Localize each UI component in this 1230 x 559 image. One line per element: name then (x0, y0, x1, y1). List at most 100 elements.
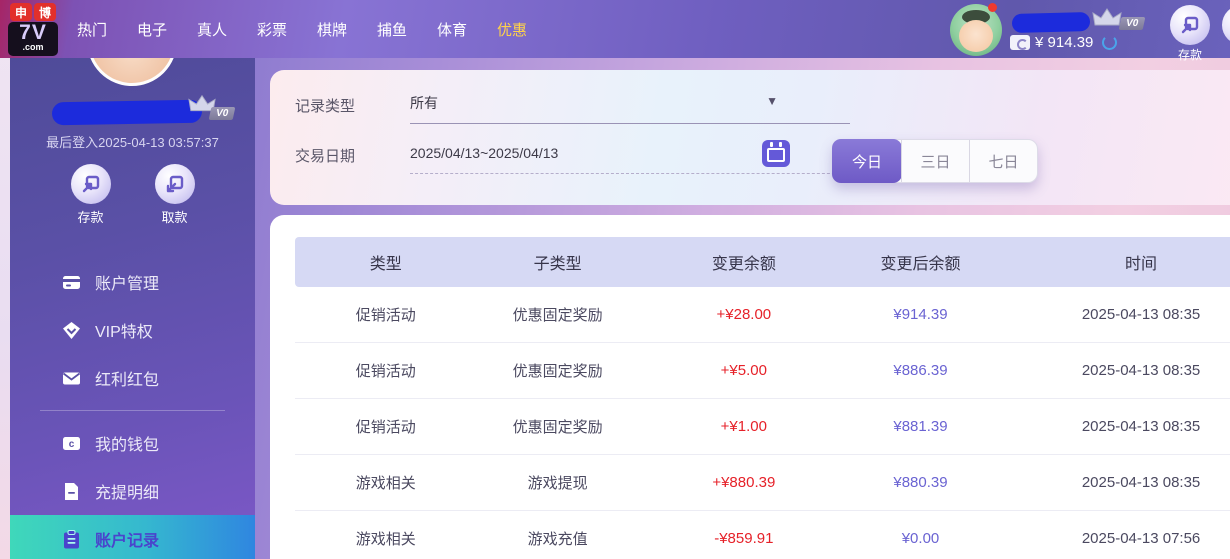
logo-badge-right: 博 (34, 3, 56, 21)
cell-time: 2025-04-13 08:35 (1081, 306, 1201, 323)
cell-time: 2025-04-13 08:35 (1081, 362, 1201, 379)
nav-item-promotions[interactable]: 优惠 (496, 21, 527, 39)
sidebar-item-label: 红利红包 (95, 372, 160, 389)
cell-time: 2025-04-13 07:56 (1081, 530, 1201, 547)
logo-main-text: 7V (19, 21, 47, 44)
deposit-icon (1170, 5, 1210, 45)
sidebar-item-label: 我的钱包 (95, 437, 160, 454)
range-button-today[interactable]: 今日 (832, 139, 902, 183)
cell-type: 游戏相关 (355, 531, 416, 548)
main-content: 记录类型 所有 ▼ 交易日期 2025/04/13~2025/04/13 今日 … (255, 58, 1230, 559)
deposit-button[interactable]: 存款 (1168, 5, 1212, 63)
deposit-button-label: 存款 (1177, 48, 1202, 62)
wallet-icon: c (63, 436, 80, 450)
sidebar: V0 最后登入2025-04-13 03:57:37 存款 取款 (10, 58, 255, 559)
notification-dot (988, 3, 997, 12)
date-range-row: 交易日期 2025/04/13~2025/04/13 (295, 140, 850, 174)
sidebar-item-bonus-redpacket[interactable]: 红利红包 (10, 354, 255, 402)
col-header-after-balance: 变更后余额 (880, 256, 961, 273)
top-navbar: 申 博 7V .com 热门 电子 真人 彩票 棋牌 捕鱼 体育 优惠 V0 (0, 0, 1230, 62)
sidebar-item-my-wallet[interactable]: c 我的钱包 (10, 419, 255, 467)
sidebar-menu: 账户管理 VIP特权 红利红包 c 我的钱包 (10, 258, 255, 559)
sidebar-item-account-management[interactable]: 账户管理 (10, 258, 255, 306)
cell-subtype: 优惠固定奖励 (512, 419, 603, 436)
withdraw-button-partial[interactable] (1222, 5, 1230, 45)
calendar-icon[interactable] (762, 140, 790, 167)
sidebar-user-row: V0 (10, 94, 255, 128)
filter-panel: 记录类型 所有 ▼ 交易日期 2025/04/13~2025/04/13 今日 … (270, 70, 1230, 205)
record-type-select[interactable]: 所有 ▼ (410, 92, 850, 124)
cell-subtype: 优惠固定奖励 (512, 307, 603, 324)
date-range-input[interactable]: 2025/04/13~2025/04/13 (410, 140, 850, 174)
table-row: 游戏相关 游戏提现 +¥880.39 ¥880.39 2025-04-13 08… (295, 455, 1230, 511)
sidebar-item-deposit-withdraw-details[interactable]: 充提明细 (10, 467, 255, 515)
sidebar-vip-level-tag: V0 (208, 107, 236, 120)
sidebar-withdraw-button[interactable]: 取款 (145, 164, 205, 226)
record-type-value: 所有 (410, 95, 438, 111)
cell-change-amount: +¥1.00 (720, 418, 767, 435)
balance-amount: ¥ 914.39 (1035, 34, 1094, 51)
nav-item-slots[interactable]: 电子 (136, 21, 167, 39)
sidebar-item-label: 账户记录 (95, 533, 160, 550)
nav-item-lottery[interactable]: 彩票 (256, 21, 287, 39)
col-header-subtype: 子类型 (533, 256, 582, 273)
cell-after-balance: ¥914.39 (893, 306, 948, 323)
wallet-icon (1010, 35, 1030, 50)
table-row: 促销活动 优惠固定奖励 +¥28.00 ¥914.39 2025-04-13 0… (295, 287, 1230, 343)
sidebar-item-label: VIP特权 (95, 324, 153, 341)
svg-text:c: c (69, 439, 75, 450)
sidebar-item-label: 充提明细 (95, 485, 160, 502)
sidebar-withdraw-label: 取款 (161, 210, 188, 225)
sidebar-deposit-button[interactable]: 存款 (61, 164, 121, 226)
nav-item-chess[interactable]: 棋牌 (316, 21, 347, 39)
date-range-label: 交易日期 (295, 148, 356, 165)
cell-change-amount: +¥5.00 (720, 362, 767, 379)
cell-change-amount: +¥28.00 (716, 306, 772, 323)
cell-time: 2025-04-13 08:35 (1081, 474, 1201, 491)
navbar-user-area: V0 ¥ 914.39 存款 (940, 0, 1230, 62)
range-button-3days[interactable]: 三日 (901, 140, 969, 182)
clipboard-icon (64, 529, 79, 548)
cell-after-balance: ¥886.39 (893, 362, 948, 379)
vip-badge: V0 (1092, 8, 1152, 34)
sidebar-actions: 存款 取款 (10, 164, 255, 226)
document-icon (65, 482, 78, 500)
sidebar-item-account-records[interactable]: 账户记录 (10, 515, 255, 559)
crown-icon (1092, 8, 1122, 26)
vip-level-tag: V0 (1118, 17, 1146, 30)
nav-item-live[interactable]: 真人 (196, 21, 227, 39)
sidebar-item-vip-privileges[interactable]: VIP特权 (10, 306, 255, 354)
username-redacted (1011, 11, 1091, 34)
cell-after-balance: ¥881.39 (893, 418, 948, 435)
quick-range-group: 今日 三日 七日 (832, 139, 1038, 183)
nav-item-hot[interactable]: 热门 (76, 21, 107, 39)
cell-subtype: 游戏提现 (527, 475, 588, 492)
site-logo[interactable]: 申 博 7V .com (8, 3, 58, 56)
card-icon (63, 275, 80, 289)
cell-subtype: 游戏充值 (527, 531, 588, 548)
nav-item-fishing[interactable]: 捕鱼 (376, 21, 407, 39)
logo-badges: 申 博 (8, 3, 58, 21)
record-type-row: 记录类型 所有 ▼ (295, 92, 850, 124)
avatar[interactable] (950, 4, 1002, 56)
record-type-label: 记录类型 (295, 98, 356, 115)
refresh-balance-icon[interactable] (1102, 35, 1118, 50)
range-button-7days[interactable]: 七日 (969, 140, 1037, 182)
sidebar-divider (40, 410, 225, 411)
cell-after-balance: ¥880.39 (893, 474, 948, 491)
logo-suffix-text: .com (22, 42, 44, 52)
cell-change-amount: +¥880.39 (712, 474, 776, 491)
sidebar-deposit-icon (70, 164, 111, 204)
cell-type: 促销活动 (355, 363, 416, 380)
sidebar-item-label: 账户管理 (95, 276, 160, 293)
col-header-type: 类型 (369, 256, 402, 273)
sidebar-deposit-label: 存款 (77, 210, 104, 225)
nav-item-sports[interactable]: 体育 (436, 21, 467, 39)
sidebar-avatar[interactable] (87, 58, 177, 86)
vip-diamond-icon (63, 321, 80, 339)
cell-subtype: 优惠固定奖励 (512, 363, 603, 380)
table-header-row: 类型 子类型 变更余额 变更后余额 时间 (295, 237, 1230, 287)
balance-row: ¥ 914.39 (1010, 34, 1118, 51)
cell-change-amount: -¥859.91 (714, 530, 774, 547)
cell-after-balance: ¥0.00 (901, 530, 940, 547)
